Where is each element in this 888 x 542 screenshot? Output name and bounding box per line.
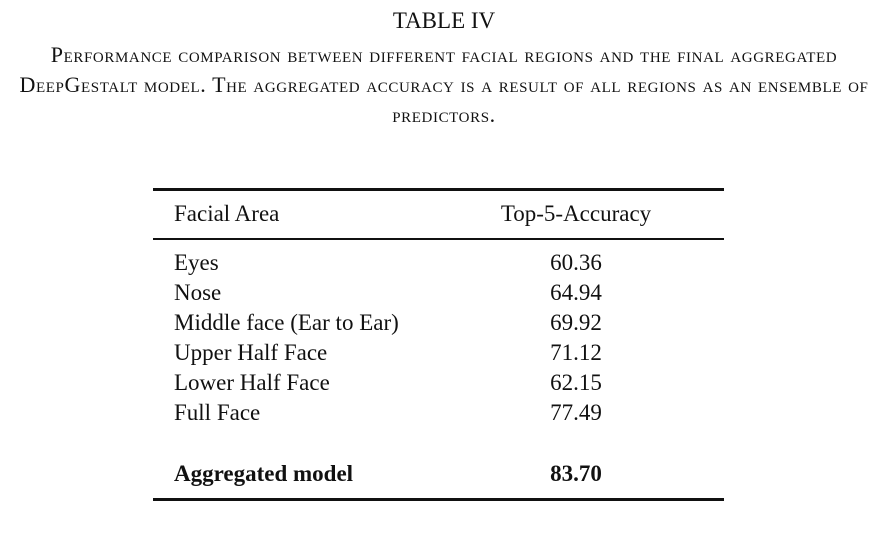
row-label: Eyes <box>174 250 219 275</box>
row-value: 64.94 <box>550 280 602 305</box>
row-value: 69.92 <box>550 310 602 335</box>
row-value: 71.12 <box>550 340 602 365</box>
row-value: 62.15 <box>550 370 602 395</box>
bottom-rule <box>153 498 724 501</box>
header-cell: Top-5-Accuracy <box>500 201 652 226</box>
row-value: 60.36 <box>550 250 602 275</box>
row-label: Upper Half Face <box>174 340 328 365</box>
top-rule <box>153 188 724 191</box>
table-title: TABLE IV <box>392 8 496 33</box>
row-label: Nose <box>174 280 222 305</box>
row-label: Full Face <box>174 400 261 425</box>
mid-rule <box>153 238 724 240</box>
summary-cell: 83.70 <box>550 461 602 486</box>
table-caption: Performance comparison between different… <box>19 42 869 127</box>
header-cell: Facial Area <box>174 201 280 226</box>
row-label: Lower Half Face <box>174 370 330 395</box>
row-label: Middle face (Ear to Ear) <box>174 310 399 335</box>
summary-cell: Aggregated model <box>174 461 354 486</box>
row-value: 77.49 <box>550 400 602 425</box>
